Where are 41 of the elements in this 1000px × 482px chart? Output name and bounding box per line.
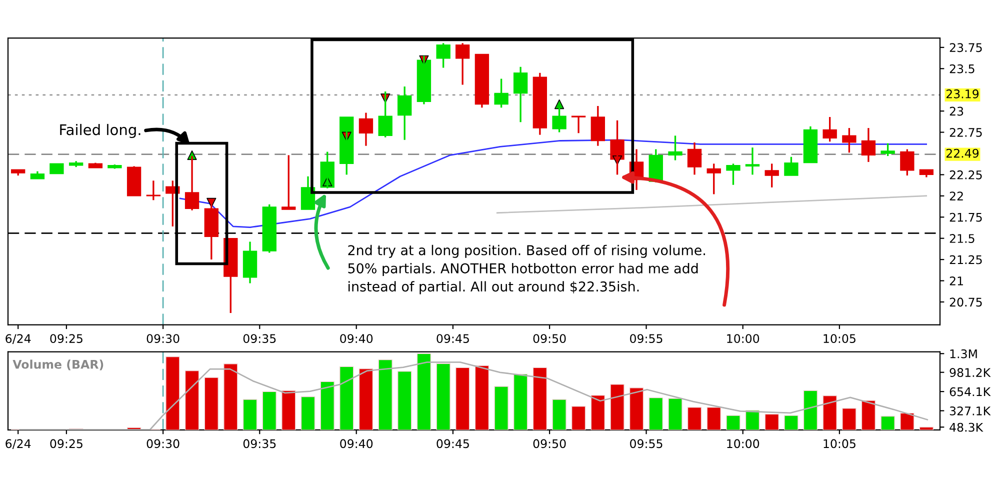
x-tick-label: 09:30 <box>146 334 180 344</box>
ref-line-label: 22.49 <box>946 148 979 158</box>
y-tick-label: 21.75 <box>950 212 982 222</box>
x-tick-label: 09:25 <box>50 439 82 448</box>
annotation: 2nd try at a long position. Based off of rising volume. 50% partials. ANOTHER hotbotton error had me add instead of partial. All out around $22.35ish. <box>348 244 705 294</box>
x-tick-label: 09:40 <box>340 439 373 448</box>
x-tick-label: 09:50 <box>533 439 566 448</box>
x-tick-label: 09:25 <box>50 334 82 344</box>
x-tick-label: 09:40 <box>340 334 373 344</box>
y-tick-label: 23 <box>950 106 964 116</box>
y-tick-label: 654.1K <box>950 387 991 396</box>
y-tick-label: 22.75 <box>950 128 982 137</box>
y-tick-label: 48.3K <box>950 422 984 432</box>
y-tick-label: 20.75 <box>950 298 982 307</box>
x-tick-label: 09:45 <box>436 439 469 448</box>
annotation: Failed long. <box>60 124 140 138</box>
y-tick-label: 23.75 <box>950 43 982 52</box>
x-tick-label: 09:35 <box>243 334 276 344</box>
y-tick-label: 327.1K <box>950 406 991 416</box>
y-tick-label: 981.2K <box>950 368 991 377</box>
x-tick-label: 6/24 <box>6 439 31 450</box>
x-tick-label: 10:05 <box>824 334 856 344</box>
y-tick-label: 21 <box>950 276 963 286</box>
x-tick-label: 09:50 <box>533 334 566 344</box>
y-tick-label: 21.25 <box>950 255 982 264</box>
annotation: Volume (BAR) <box>12 360 104 370</box>
x-tick-label: 6/24 <box>6 334 31 344</box>
x-tick-label: 09:55 <box>630 334 662 344</box>
y-tick-label: 23.5 <box>950 64 974 74</box>
x-tick-label: 10:00 <box>727 439 760 448</box>
x-tick-label: 09:55 <box>630 439 662 448</box>
y-tick-label: 22 <box>950 192 963 200</box>
y-tick-label: 22.25 <box>950 170 982 180</box>
ref-line-label: 23.19 <box>946 89 979 98</box>
x-tick-label: 09:45 <box>436 334 469 344</box>
y-tick-label: 21.5 <box>950 234 974 243</box>
y-tick-label: 1.3M <box>950 349 977 358</box>
x-tick-label: 09:30 <box>146 439 180 448</box>
x-tick-label: 09:35 <box>243 439 276 448</box>
x-tick-label: 10:00 <box>727 334 760 344</box>
x-tick-label: 10:05 <box>824 439 856 448</box>
